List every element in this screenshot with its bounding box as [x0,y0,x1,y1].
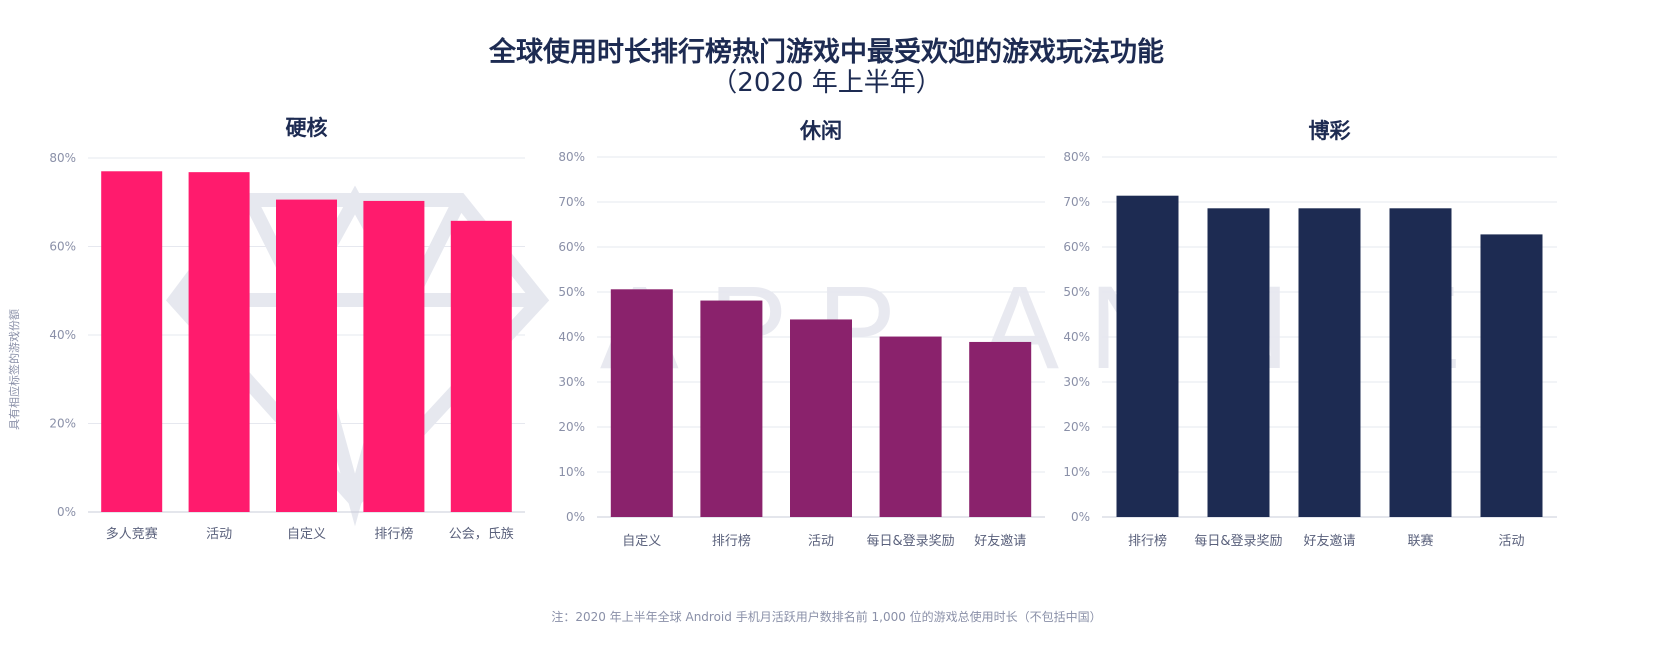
bar [1389,208,1452,518]
x-tick-label: 活动 [206,527,232,542]
page-title: 全球使用时长排行榜热门游戏中最受欢迎的游戏玩法功能 [489,37,1164,68]
y-tick-label: 20% [49,417,76,431]
y-tick-label: 60% [1063,240,1090,254]
y-tick-label: 20% [1063,420,1090,434]
y-tick-label: 30% [558,375,585,389]
x-tick-label: 多人竞赛 [106,526,158,542]
bar [700,300,763,517]
x-tick-label: 好友邀请 [1303,533,1355,549]
y-tick-label: 80% [558,150,585,164]
y-tick-label: 30% [1063,375,1090,389]
x-tick-label: 自定义 [622,534,661,549]
y-tick-label: 20% [558,420,585,434]
chart-1: 硬核 0% 20% 40% 60% 80% 多人竞赛 活动 自定义 排行榜 公会，氏族 [49,116,525,542]
x-tick-label: 每日&登录奖励 [1194,533,1282,549]
chart-2: 休闲 0% 10% 20% 30% 40% 50% 60% 70% 80% 自定义 排行榜 活动 每日&登… [558,119,1045,549]
y-tick-label: 50% [558,285,585,299]
bar [188,172,250,512]
x-tick-label: 活动 [1498,534,1524,549]
bar [790,319,852,517]
x-tick-label: 排行榜 [1128,533,1167,549]
bar [1207,208,1270,518]
bar [363,200,425,513]
bar [450,220,512,512]
y-tick-label: 0% [1071,510,1090,524]
y-tick-label: 50% [1063,285,1090,299]
x-tick-label: 活动 [808,534,834,549]
footnote: 注：2020 年上半年全球 Android 手机月活跃用户数排名前 1,000 … [551,610,1102,624]
x-tick-label: 自定义 [287,527,326,542]
bar [101,171,163,512]
bar [879,336,942,517]
y-tick-label: 70% [1063,195,1090,209]
charts-area: 硬核0%20%40%60%80%多人竞赛 活动 自定义 排行榜 公会，氏族休闲0%10%… [49,116,1557,549]
y-tick-label: 60% [49,240,76,254]
y-tick-label: 0% [57,505,76,519]
y-tick-label: 0% [566,510,585,524]
chart-3: 博彩 0% 10% 20% 30% 40% 50% 60% 70% 80% 排行榜 每日&登录奖励 好友… [1063,119,1557,549]
y-tick-label: 40% [558,330,585,344]
y-tick-label: 80% [49,151,76,165]
x-tick-label: 公会，氏族 [449,526,514,542]
x-tick-label: 每日&登录奖励 [867,533,955,549]
y-tick-label: 40% [1063,330,1090,344]
bar [1116,195,1179,517]
y-tick-label: 10% [558,465,585,479]
chart-title: 休闲 [799,119,842,143]
y-tick-label: 60% [558,240,585,254]
bar [1480,234,1543,517]
y-tick-label: 80% [1063,150,1090,164]
page-subtitle: （2020 年上半年） [711,68,942,98]
bar [276,199,337,512]
bar [969,341,1032,517]
y-tick-label: 70% [558,195,585,209]
chart-title: 博彩 [1309,119,1351,143]
chart-title: 硬核 [286,116,328,140]
x-tick-label: 排行榜 [712,533,751,549]
y-tick-label: 10% [1063,465,1090,479]
x-tick-label: 好友邀请 [974,533,1026,549]
x-tick-label: 联赛 [1407,533,1433,549]
x-tick-label: 排行榜 [374,526,413,542]
bar [1298,208,1361,518]
bar [610,289,673,517]
y-tick-label: 40% [49,328,76,342]
